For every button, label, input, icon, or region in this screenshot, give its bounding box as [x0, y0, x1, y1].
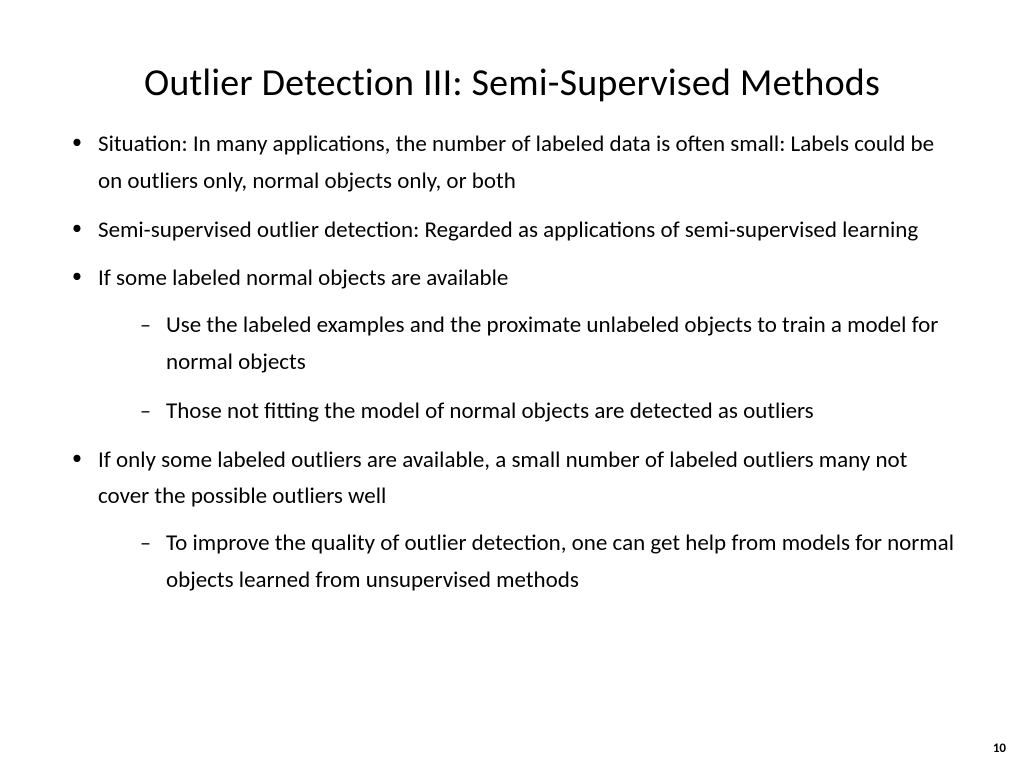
- bullet-item: Situation: In many applications, the num…: [64, 126, 960, 200]
- sub-bullet-item: Use the labeled examples and the proxima…: [132, 307, 960, 381]
- bullet-item: If some labeled normal objects are avail…: [64, 260, 960, 429]
- sub-bullet-list: To improve the quality of outlier detect…: [98, 525, 960, 599]
- sub-bullet-text: Those not fitting the model of normal ob…: [166, 397, 814, 425]
- sub-bullet-text: To improve the quality of outlier detect…: [166, 529, 954, 594]
- slide-title: Outlier Detection III: Semi-Supervised M…: [64, 60, 960, 106]
- slide: Outlier Detection III: Semi-Supervised M…: [0, 0, 1024, 768]
- bullet-list: Situation: In many applications, the num…: [64, 126, 960, 599]
- bullet-item: Semi-supervised outlier detection: Regar…: [64, 212, 960, 249]
- bullet-text: If only some labeled outliers are availa…: [98, 446, 907, 511]
- bullet-text: Semi-supervised outlier detection: Regar…: [98, 216, 918, 244]
- bullet-text: If some labeled normal objects are avail…: [98, 264, 508, 292]
- page-number: 10: [993, 741, 1006, 756]
- sub-bullet-item: Those not fitting the model of normal ob…: [132, 393, 960, 430]
- bullet-text: Situation: In many applications, the num…: [98, 130, 934, 195]
- sub-bullet-list: Use the labeled examples and the proxima…: [98, 307, 960, 429]
- sub-bullet-text: Use the labeled examples and the proxima…: [166, 311, 938, 376]
- sub-bullet-item: To improve the quality of outlier detect…: [132, 525, 960, 599]
- bullet-item: If only some labeled outliers are availa…: [64, 442, 960, 599]
